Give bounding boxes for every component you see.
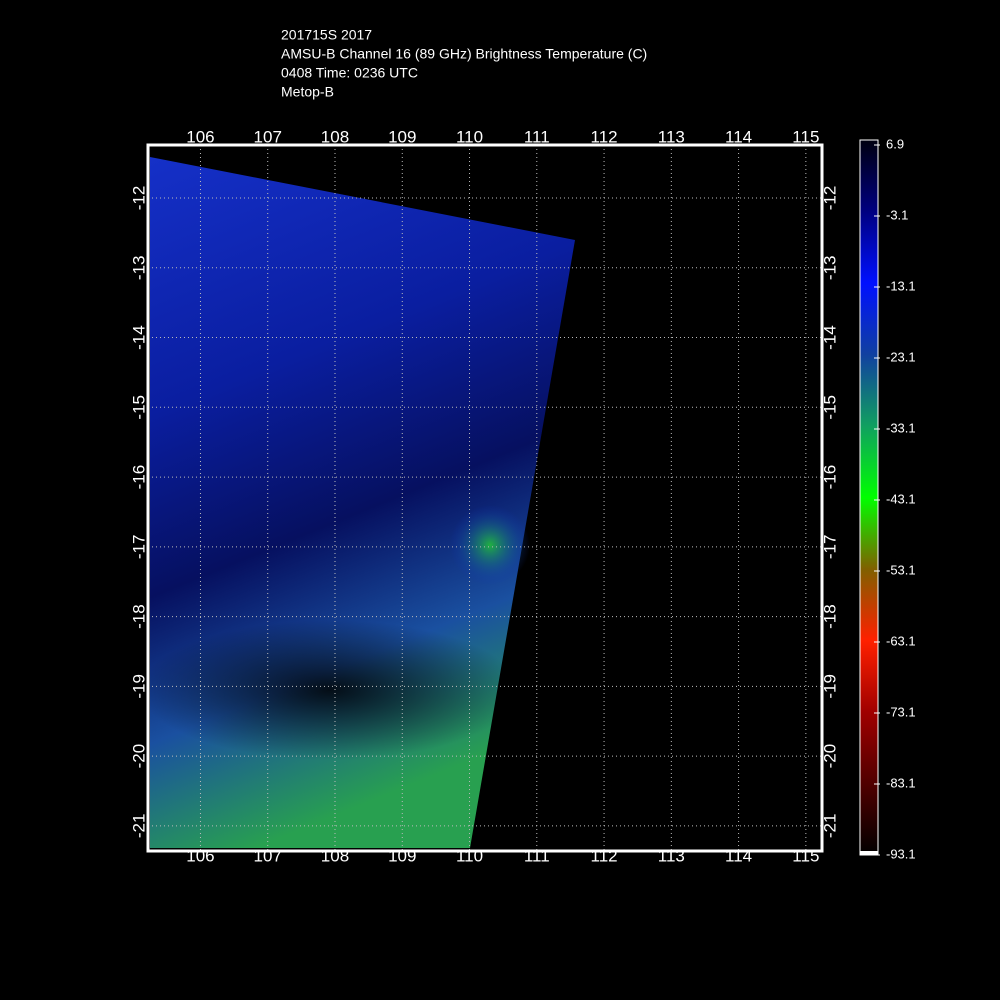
lat-tick-label-left: -16 (129, 465, 148, 490)
lat-tick-label-right: -18 (820, 604, 839, 629)
lon-tick-label-top: 114 (725, 127, 752, 146)
lon-tick-label-bottom: 114 (725, 846, 752, 865)
title-line: Metop-B (281, 84, 334, 100)
lat-tick-label-left: -12 (129, 186, 148, 211)
lat-tick-label-right: -14 (820, 325, 839, 350)
lat-tick-label-left: -20 (129, 744, 148, 769)
colorbar-tick-label: -83.1 (886, 775, 916, 790)
lon-tick-label-top: 108 (321, 127, 349, 146)
lon-tick-label-bottom: 112 (591, 846, 618, 865)
lon-tick-label-top: 113 (658, 127, 685, 146)
title-line: AMSU-B Channel 16 (89 GHz) Brightness Te… (281, 46, 647, 62)
lat-tick-label-right: -20 (820, 744, 839, 769)
lon-tick-label-top: 112 (591, 127, 618, 146)
colorbar-end (860, 851, 878, 855)
lat-tick-label-right: -19 (820, 674, 839, 699)
lon-tick-label-top: 109 (388, 127, 416, 146)
lon-tick-label-top: 107 (254, 127, 282, 146)
title-line: 0408 Time: 0236 UTC (281, 65, 418, 81)
lat-tick-label-right: -12 (820, 186, 839, 211)
lon-tick-label-bottom: 110 (456, 846, 483, 865)
lon-tick-label-top: 111 (524, 127, 550, 146)
lat-tick-label-left: -21 (129, 814, 148, 839)
colorbar-tick-label: -73.1 (886, 704, 916, 719)
lat-tick-label-right: -16 (820, 465, 839, 490)
colorbar-tick-label: -13.1 (886, 278, 916, 293)
lat-tick-label-left: -14 (129, 325, 148, 350)
lat-tick-label-right: -15 (820, 395, 839, 420)
title-line: 201715S 2017 (281, 27, 372, 43)
map-frame (146, 143, 824, 853)
colorbar-tick-label: 6.9 (886, 136, 904, 151)
lon-tick-label-bottom: 113 (658, 846, 685, 865)
colorbar (859, 139, 879, 856)
lat-tick-label-left: -18 (129, 604, 148, 629)
lat-tick-label-right: -17 (820, 535, 839, 560)
lat-tick-label-left: -15 (129, 395, 148, 420)
lat-tick-label-left: -13 (129, 255, 148, 280)
swath-eye (450, 505, 530, 585)
lon-tick-label-top: 115 (792, 127, 819, 146)
lon-tick-label-bottom: 108 (321, 846, 349, 865)
grid (148, 145, 822, 851)
lon-tick-label-top: 106 (186, 127, 214, 146)
lat-tick-label-left: -19 (129, 674, 148, 699)
swath (148, 157, 575, 848)
lat-tick-label-right: -13 (820, 255, 839, 280)
lon-tick-label-bottom: 106 (186, 846, 214, 865)
colorbar-tick-label: -63.1 (886, 633, 916, 648)
lon-tick-label-bottom: 109 (388, 846, 416, 865)
colorbar-tick-label: -43.1 (886, 491, 916, 506)
colorbar-tick-label: -33.1 (886, 420, 916, 435)
lat-tick-label-left: -17 (129, 535, 148, 560)
colorbar-tick-label: -53.1 (886, 562, 916, 577)
lat-tick-label-right: -21 (820, 814, 839, 839)
colorbar-tick-label: -93.1 (886, 846, 916, 861)
lon-tick-label-bottom: 107 (254, 846, 282, 865)
lon-tick-label-top: 110 (456, 127, 483, 146)
lon-tick-label-bottom: 115 (792, 846, 819, 865)
lon-tick-label-bottom: 111 (524, 846, 550, 865)
swath-dark-band (148, 620, 520, 760)
colorbar-tick-label: -23.1 (886, 349, 916, 364)
colorbar-tick-label: -3.1 (886, 207, 908, 222)
